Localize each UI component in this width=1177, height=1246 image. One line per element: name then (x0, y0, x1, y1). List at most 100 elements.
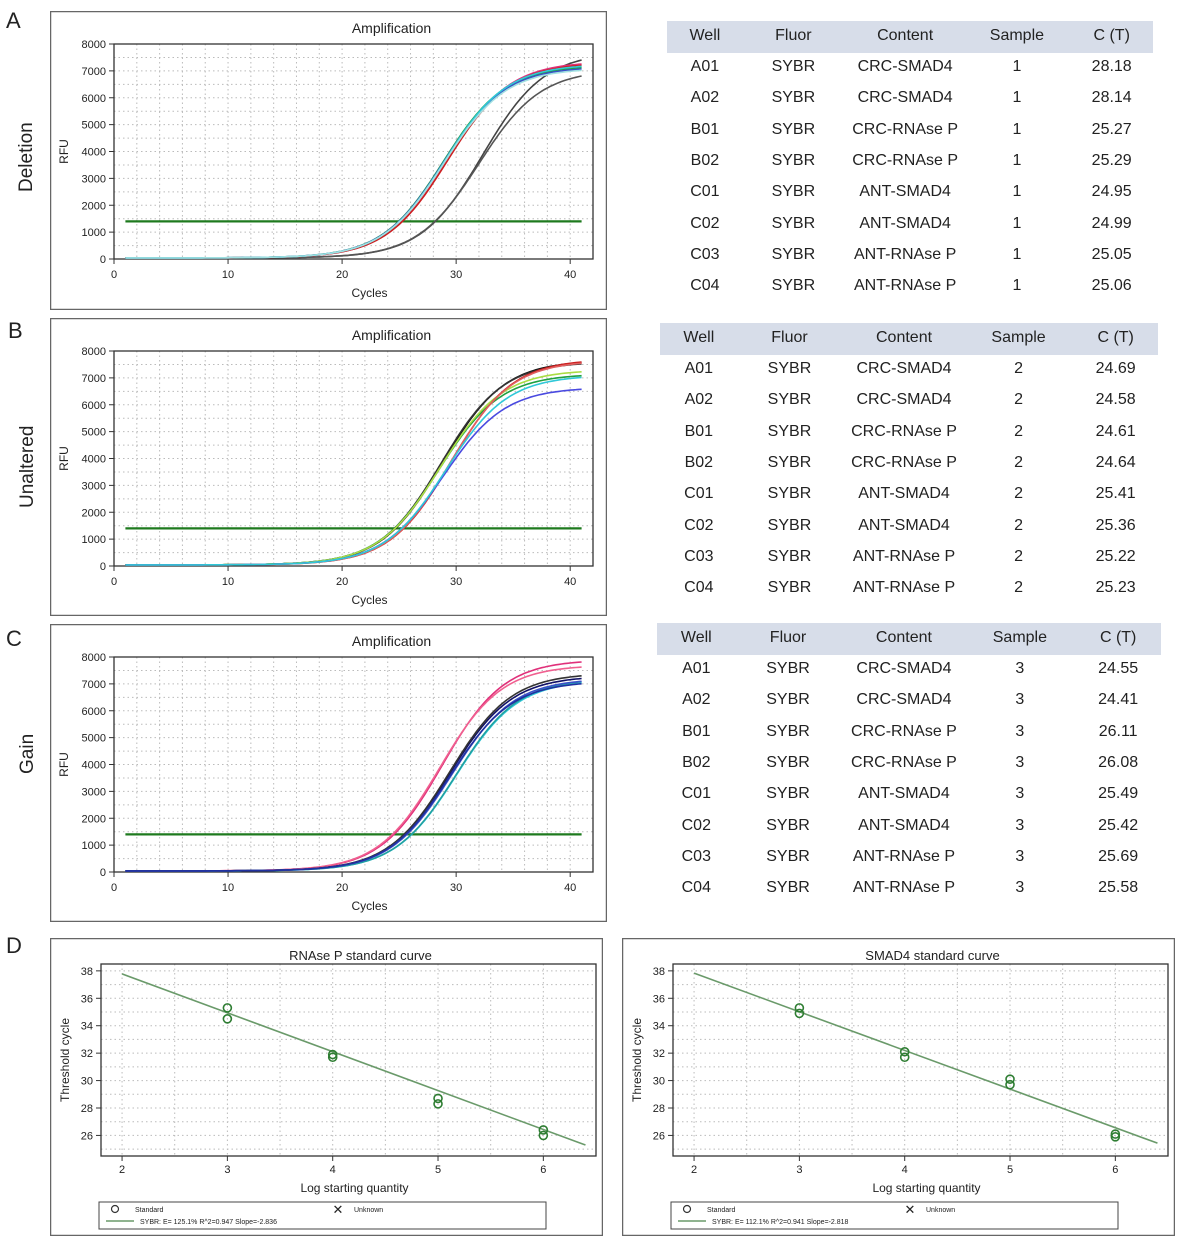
table-cell: SYBR (771, 245, 816, 263)
chart-title: Amplification (352, 20, 431, 36)
y-tick-label: 38 (653, 966, 665, 978)
table-cell: CRC-RNAse P (852, 151, 959, 169)
x-tick-label: 40 (564, 576, 576, 588)
y-tick-label: 36 (81, 993, 93, 1005)
standard-point (222, 1003, 233, 1013)
column-header: Content (877, 27, 934, 44)
table-cell: A01 (684, 360, 714, 377)
legend-standard-icon (682, 1204, 692, 1214)
table-cell: 3 (1015, 847, 1025, 865)
chart-frame (622, 938, 1175, 1236)
table-cell: 26.08 (1098, 753, 1139, 771)
table-cell: ANT-SMAD4 (859, 183, 951, 201)
table-cell: SYBR (771, 277, 816, 295)
table-cell: 25.05 (1091, 245, 1132, 263)
table-cell: 24.64 (1095, 453, 1136, 471)
column-header: Fluor (775, 27, 812, 44)
y-tick-label: 0 (100, 561, 106, 573)
y-tick-label: 5000 (82, 427, 106, 439)
table-cell: B02 (684, 453, 714, 471)
table-cell: SYBR (771, 58, 816, 75)
table-cell: 3 (1015, 691, 1025, 709)
table-cell: 24.95 (1091, 183, 1132, 201)
table-cell: 25.22 (1095, 547, 1136, 565)
column-header: Sample (992, 629, 1047, 646)
table-cell: SYBR (767, 516, 812, 534)
x-tick-label: 20 (336, 576, 348, 588)
x-tick-label: 0 (111, 576, 117, 588)
table-cell: A02 (684, 391, 714, 409)
y-tick-label: 36 (653, 993, 665, 1005)
x-tick-label: 5 (435, 1164, 441, 1176)
x-tick-label: 4 (330, 1164, 336, 1176)
table-cell: 1 (1012, 120, 1022, 138)
standard-point (1005, 1074, 1015, 1084)
table-cell: ANT-SMAD4 (858, 816, 950, 834)
x-tick-label: 30 (450, 576, 462, 588)
y-tick-label: 2000 (82, 507, 106, 519)
y-tick-label: 34 (653, 1021, 665, 1033)
table-cell: 2 (1014, 516, 1023, 534)
standard-point (433, 1093, 443, 1104)
x-tick-label: 2 (119, 1164, 125, 1176)
chart-frame (50, 11, 607, 310)
table-cell: C04 (681, 879, 711, 897)
table-cell: CRC-SMAD4 (856, 360, 952, 377)
y-tick-label: 1000 (82, 840, 106, 852)
table-cell: SYBR (767, 360, 812, 377)
table-cell: CRC-RNAse P (851, 753, 957, 771)
y-tick-label: 28 (81, 1103, 93, 1115)
panel-letter-b: B (8, 318, 23, 343)
ct-table-unaltered: Well Fluor Content Sample C (T) A01 SYBR CRC-SM… (660, 323, 1158, 613)
table-cell: 25.06 (1091, 277, 1132, 295)
table-cell: 28.14 (1091, 89, 1132, 107)
table-cell: C03 (681, 847, 711, 865)
chart-title: SMAD4 standard curve (865, 948, 999, 963)
column-header: Sample (991, 329, 1046, 346)
x-tick-label: 6 (540, 1164, 546, 1176)
standard-point (538, 1125, 549, 1135)
y-tick-label: 26 (653, 1130, 665, 1142)
y-tick-label: 38 (81, 966, 93, 978)
table-cell: A01 (682, 660, 711, 677)
table-cell: SYBR (766, 753, 810, 771)
x-tick-label: 30 (450, 269, 462, 281)
y-tick-label: 0 (100, 254, 106, 266)
chart-frame (50, 938, 603, 1236)
table-cell: 1 (1012, 58, 1022, 75)
y-tick-label: 5000 (82, 120, 106, 132)
table-cell: CRC-RNAse P (851, 422, 957, 440)
table-cell: 3 (1015, 785, 1025, 803)
y-tick-label: 2000 (82, 200, 106, 212)
x-tick-label: 10 (222, 269, 234, 281)
y-axis-label: RFU (57, 446, 71, 471)
y-tick-label: 7000 (82, 66, 106, 78)
legend-unknown-label: Unknown (354, 1207, 383, 1214)
legend-frame (670, 1201, 1119, 1230)
table-cell: SYBR (767, 422, 812, 440)
table-cell: SYBR (766, 722, 810, 740)
legend-unknown-icon: ✕ (905, 1202, 916, 1217)
table-cell: 24.55 (1098, 660, 1139, 677)
y-tick-label: 7000 (82, 679, 106, 691)
table-header (667, 21, 1153, 53)
y-tick-label: 1000 (82, 534, 106, 546)
table-cell: C04 (690, 277, 720, 295)
amplification-curve (125, 683, 582, 872)
column-header: Fluor (771, 329, 808, 346)
table-cell: CRC-SMAD4 (857, 58, 953, 75)
standard-point (794, 1008, 805, 1019)
table-cell: 25.42 (1098, 816, 1139, 834)
legend-standard-label: Standard (707, 1207, 736, 1214)
y-axis-label: RFU (57, 139, 71, 164)
table-cell: SYBR (771, 120, 816, 138)
y-tick-label: 3000 (82, 480, 106, 492)
table-cell: 25.69 (1098, 847, 1139, 865)
y-axis-label: RFU (57, 752, 71, 777)
amplification-curve (125, 376, 582, 566)
legend-frame (98, 1201, 547, 1230)
table-cell: 3 (1015, 753, 1025, 771)
column-header: Well (689, 27, 721, 44)
table-cell: C04 (684, 579, 714, 597)
